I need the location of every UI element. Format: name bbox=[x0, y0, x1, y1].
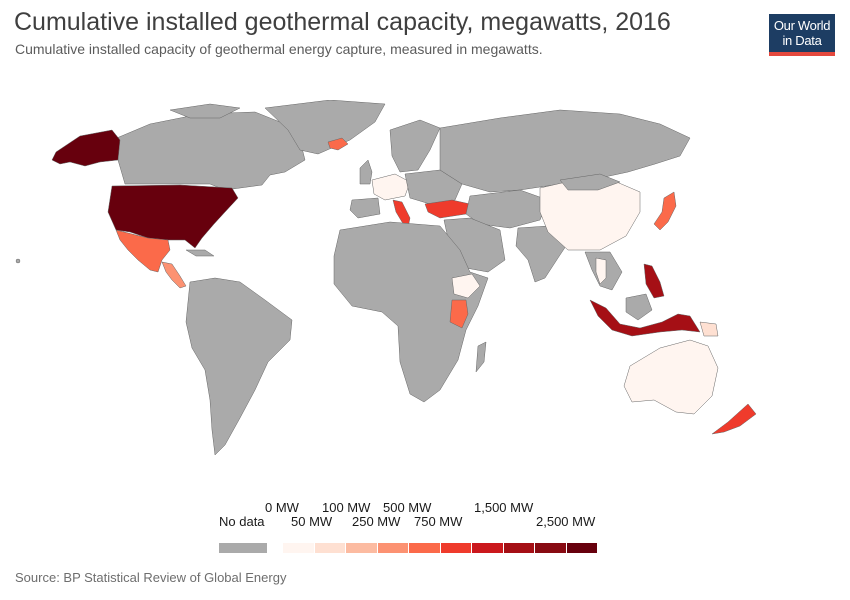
country-new-zealand[interactable] bbox=[711, 403, 757, 435]
legend-bin-3[interactable] bbox=[346, 543, 378, 553]
country-indonesia[interactable] bbox=[589, 299, 701, 337]
chart-subtitle: Cumulative installed capacity of geother… bbox=[15, 41, 543, 57]
country-russia[interactable] bbox=[439, 109, 691, 193]
country-thailand[interactable] bbox=[595, 257, 607, 285]
country-iceland[interactable] bbox=[327, 137, 349, 151]
legend-bin-10[interactable] bbox=[566, 543, 598, 553]
country-madagascar[interactable] bbox=[475, 341, 487, 373]
country-philippines[interactable] bbox=[643, 263, 665, 299]
legend-bin-2[interactable] bbox=[314, 543, 346, 553]
logo-line-1: Our World bbox=[773, 18, 831, 33]
country-south-america[interactable] bbox=[185, 277, 293, 456]
legend-bin-6[interactable] bbox=[440, 543, 472, 553]
country-europe-west[interactable] bbox=[371, 173, 411, 201]
country-kenya[interactable] bbox=[449, 299, 469, 329]
legend-bin-4[interactable] bbox=[377, 543, 409, 553]
legend-tick-lower-2: 250 MW bbox=[352, 514, 401, 529]
world-map[interactable] bbox=[0, 100, 850, 480]
country-greenland[interactable] bbox=[264, 100, 386, 155]
country-canada[interactable] bbox=[111, 111, 306, 191]
country-canada-islands[interactable] bbox=[169, 103, 241, 119]
country-central-asia[interactable] bbox=[465, 189, 549, 229]
country-central-america[interactable] bbox=[161, 261, 187, 289]
country-africa[interactable] bbox=[333, 221, 489, 403]
country-australia[interactable] bbox=[623, 339, 719, 415]
country-japan[interactable] bbox=[653, 191, 677, 231]
legend-tick-lower-3: 750 MW bbox=[414, 514, 463, 529]
owid-logo[interactable]: Our World in Data bbox=[769, 14, 835, 56]
legend-no-data-swatch bbox=[219, 543, 267, 553]
logo-line-2: in Data bbox=[782, 33, 822, 48]
country-borneo[interactable] bbox=[625, 293, 653, 321]
country-usa[interactable] bbox=[107, 184, 239, 249]
country-uk[interactable] bbox=[359, 159, 373, 185]
chart-title: Cumulative installed geothermal capacity… bbox=[14, 8, 671, 36]
legend-bin-7[interactable] bbox=[472, 543, 504, 553]
legend-no-data-label: No data bbox=[219, 514, 265, 529]
country-ethiopia[interactable] bbox=[451, 273, 481, 299]
country-mexico[interactable] bbox=[115, 229, 171, 273]
legend-tick-upper-3: 500 MW bbox=[383, 500, 432, 515]
country-scandinavia[interactable] bbox=[389, 119, 441, 173]
country-alaska[interactable] bbox=[51, 129, 121, 167]
island-hawaii[interactable] bbox=[15, 258, 21, 264]
country-iberia[interactable] bbox=[349, 197, 381, 219]
country-mongolia[interactable] bbox=[559, 173, 621, 191]
legend-tick-upper-1: 0 MW bbox=[265, 500, 299, 515]
legend-tick-lower-4: 2,500 MW bbox=[536, 514, 596, 529]
legend-tick-upper-4: 1,500 MW bbox=[474, 500, 534, 515]
legend-bin-5[interactable] bbox=[409, 543, 441, 553]
legend-bin-8[interactable] bbox=[503, 543, 535, 553]
legend-tick-lower-1: 50 MW bbox=[291, 514, 333, 529]
source-note: Source: BP Statistical Review of Global … bbox=[15, 570, 287, 585]
country-cuba[interactable] bbox=[185, 249, 215, 257]
legend-bin-1[interactable] bbox=[283, 543, 315, 553]
legend-tick-upper-2: 100 MW bbox=[322, 500, 371, 515]
legend-bin-9[interactable] bbox=[535, 543, 567, 553]
country-papua-new-guinea[interactable] bbox=[699, 321, 719, 337]
